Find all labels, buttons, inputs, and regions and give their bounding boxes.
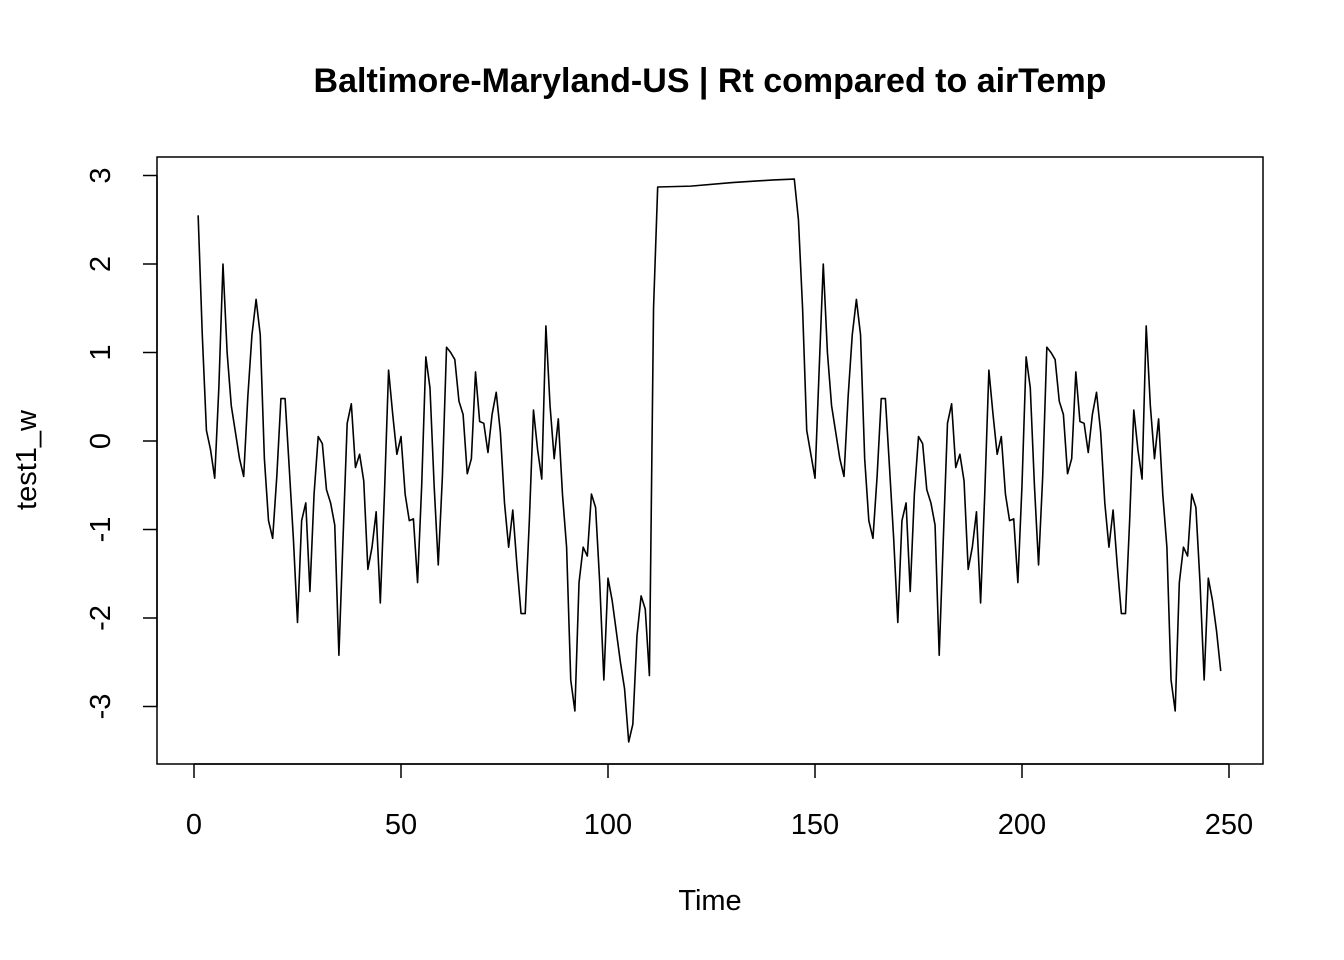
x-tick-label: 0 [186, 809, 202, 841]
x-tick-label: 200 [998, 809, 1046, 841]
x-tick-label: 250 [1205, 809, 1253, 841]
chart-title: Baltimore-Maryland-US | Rt compared to a… [314, 62, 1107, 100]
series-line [197, 178, 1222, 743]
y-axis: -3 -2 -1 0 1 2 3 [85, 167, 158, 720]
y-tick-label: -3 [85, 694, 117, 720]
x-tick-label: 100 [584, 809, 632, 841]
x-axis-label: Time [678, 885, 741, 917]
x-axis: 0 50 100 150 200 250 [186, 763, 1253, 841]
plot-frame [156, 156, 1264, 765]
y-tick-label: -2 [85, 605, 117, 631]
y-tick-label: 1 [85, 344, 117, 360]
y-tick-label: 3 [85, 167, 117, 183]
y-axis-label: test1_w [11, 409, 43, 510]
y-tick-label: 0 [85, 433, 117, 449]
y-tick-label: -1 [85, 517, 117, 543]
x-tick-label: 50 [385, 809, 417, 841]
y-tick-label: 2 [85, 256, 117, 272]
x-tick-label: 150 [791, 809, 839, 841]
